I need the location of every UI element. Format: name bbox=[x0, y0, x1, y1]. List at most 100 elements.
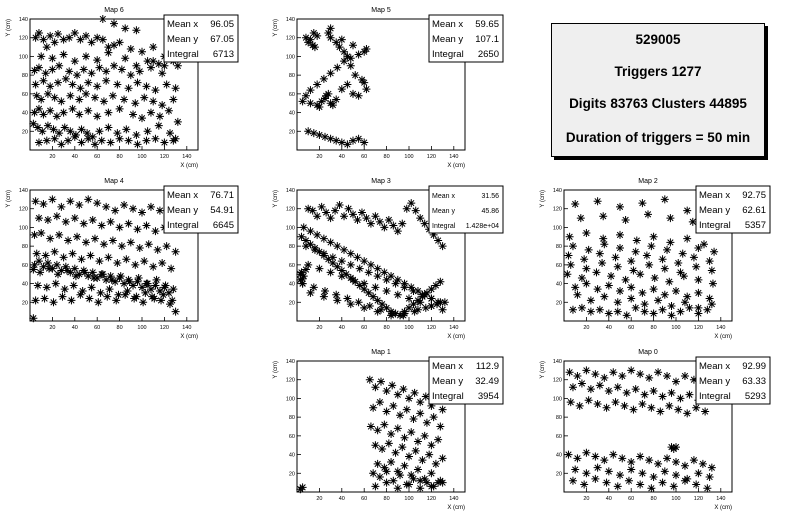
data-point bbox=[117, 65, 126, 74]
data-point bbox=[654, 459, 663, 468]
data-point bbox=[124, 219, 133, 228]
data-point bbox=[102, 76, 111, 85]
data-point bbox=[371, 441, 380, 450]
data-point bbox=[416, 214, 425, 223]
panel-map-3: Map 3 20 40 60 80 100 120 140 20 40 60 80 100 120 140 X… bbox=[273, 178, 504, 340]
data-point bbox=[571, 283, 580, 292]
data-point bbox=[377, 305, 385, 314]
y-tick-label: 100 bbox=[553, 396, 562, 402]
stats-value: 31.56 bbox=[481, 193, 499, 200]
data-point bbox=[321, 94, 329, 103]
stats-value: 54.91 bbox=[210, 205, 234, 216]
data-point bbox=[378, 300, 387, 309]
y-tick-label: 40 bbox=[556, 453, 562, 459]
data-point bbox=[600, 292, 609, 301]
data-point bbox=[315, 247, 324, 256]
data-point bbox=[55, 230, 64, 239]
data-point bbox=[29, 265, 38, 274]
data-point bbox=[576, 214, 585, 223]
stats-label: Integral bbox=[167, 49, 199, 60]
x-tick-label: 140 bbox=[182, 325, 191, 331]
x-tick-label: 80 bbox=[384, 154, 390, 160]
data-point bbox=[70, 132, 79, 141]
data-point bbox=[120, 95, 129, 104]
data-point bbox=[138, 114, 146, 123]
data-point bbox=[34, 29, 43, 38]
data-point bbox=[438, 478, 447, 487]
data-point bbox=[577, 379, 586, 388]
data-point bbox=[371, 283, 380, 292]
data-point bbox=[337, 35, 346, 44]
y-tick-label: 20 bbox=[22, 300, 28, 306]
data-point bbox=[577, 273, 586, 282]
data-point bbox=[326, 33, 335, 42]
data-point bbox=[160, 138, 169, 147]
data-point bbox=[139, 298, 148, 307]
x-tick-label: 60 bbox=[628, 325, 634, 331]
data-point bbox=[364, 268, 373, 277]
data-point bbox=[343, 140, 352, 149]
data-point bbox=[60, 285, 69, 294]
data-point bbox=[707, 266, 716, 275]
data-point bbox=[580, 480, 589, 489]
data-point bbox=[371, 383, 380, 392]
y-tick-label: 80 bbox=[22, 244, 28, 250]
data-point bbox=[672, 458, 680, 467]
data-point bbox=[306, 99, 315, 108]
data-point bbox=[407, 283, 416, 292]
data-point bbox=[132, 131, 141, 140]
data-point bbox=[122, 125, 131, 134]
stats-value: 3954 bbox=[478, 391, 499, 402]
data-point bbox=[431, 459, 440, 468]
data-point bbox=[707, 463, 716, 472]
stats-label: Mean y bbox=[432, 376, 463, 387]
data-point bbox=[620, 401, 629, 410]
data-point bbox=[50, 247, 59, 256]
data-point bbox=[393, 424, 402, 433]
stats-label: Integral bbox=[432, 223, 456, 230]
data-point bbox=[331, 206, 340, 215]
data-point bbox=[75, 270, 84, 279]
y-tick-label: 60 bbox=[289, 92, 295, 98]
data-point bbox=[106, 217, 115, 226]
data-point bbox=[636, 270, 645, 279]
data-point bbox=[40, 294, 49, 303]
data-point bbox=[95, 127, 104, 136]
stats-label: Mean x bbox=[699, 190, 730, 201]
data-point bbox=[627, 366, 636, 375]
data-point bbox=[57, 202, 66, 211]
x-tick-label: 120 bbox=[427, 154, 436, 160]
stats-label: Mean y bbox=[699, 205, 730, 216]
data-point bbox=[126, 44, 135, 53]
data-point bbox=[398, 443, 407, 452]
data-point bbox=[99, 240, 108, 249]
data-point bbox=[375, 473, 384, 482]
data-point bbox=[304, 127, 313, 136]
data-point bbox=[133, 225, 142, 234]
data-point bbox=[402, 405, 411, 414]
stats-value: 76.71 bbox=[210, 190, 234, 201]
data-point bbox=[155, 287, 164, 296]
data-point bbox=[103, 292, 112, 301]
y-tick-label: 80 bbox=[556, 415, 562, 421]
data-point bbox=[416, 398, 425, 407]
data-point bbox=[658, 305, 667, 314]
data-point bbox=[110, 61, 118, 70]
y-tick-label: 40 bbox=[22, 282, 28, 288]
data-point bbox=[130, 294, 139, 303]
data-point bbox=[126, 238, 135, 247]
x-tick-label: 80 bbox=[117, 325, 123, 331]
x-tick-label: 20 bbox=[49, 325, 55, 331]
data-point bbox=[362, 85, 371, 94]
data-point bbox=[337, 272, 346, 281]
data-point bbox=[162, 242, 171, 251]
data-point bbox=[135, 67, 144, 76]
data-point bbox=[107, 275, 116, 284]
data-point bbox=[629, 405, 638, 414]
data-point bbox=[593, 285, 602, 294]
data-point bbox=[382, 303, 391, 312]
stats-label: Mean x bbox=[432, 193, 455, 200]
data-point bbox=[616, 244, 624, 253]
data-point bbox=[593, 400, 602, 409]
